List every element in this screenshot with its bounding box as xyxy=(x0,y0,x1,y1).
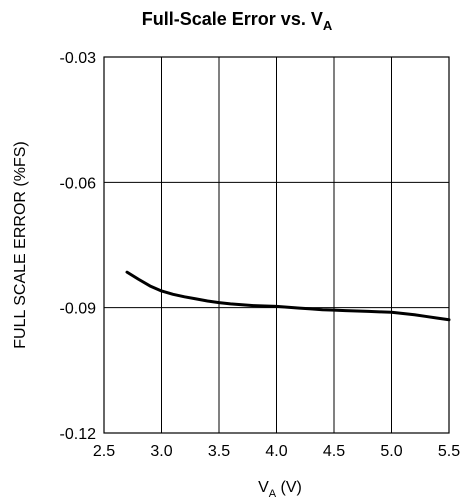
series-layer xyxy=(125,270,451,322)
x-tick-label: 5.0 xyxy=(380,443,402,460)
chart-title: Full-Scale Error vs. VA xyxy=(142,9,333,33)
y-tick-label: -0.03 xyxy=(60,50,97,67)
y-tick-label: -0.09 xyxy=(60,301,97,318)
x-tick-label: 2.5 xyxy=(93,443,115,460)
x-axis-label-suffix: (V) xyxy=(276,479,302,496)
x-axis-label-main: V xyxy=(258,479,269,496)
chart-title-main: Full-Scale Error vs. V xyxy=(142,9,323,29)
x-tick-label: 4.0 xyxy=(265,443,287,460)
y-axis-label: FULL SCALE ERROR (%FS) xyxy=(12,141,29,348)
x-tick-label: 4.5 xyxy=(323,443,345,460)
x-axis-label-subscript: A xyxy=(269,488,277,499)
x-tick-label: 3.5 xyxy=(208,443,230,460)
series-line xyxy=(125,270,451,322)
x-tick-labels: 2.5 3.0 3.5 4.0 4.5 5.0 5.5 xyxy=(93,443,460,460)
chart-title-subscript: A xyxy=(323,18,333,33)
x-axis-label: VA (V) xyxy=(258,479,302,499)
x-tick-label: 3.0 xyxy=(150,443,172,460)
y-tick-label: -0.12 xyxy=(60,426,97,443)
plot-frame xyxy=(103,56,450,434)
y-tick-labels: -0.12 -0.09 -0.06 -0.03 xyxy=(60,50,97,443)
x-tick-label: 5.5 xyxy=(438,443,460,460)
grid xyxy=(104,57,449,433)
y-tick-label: -0.06 xyxy=(60,175,97,192)
